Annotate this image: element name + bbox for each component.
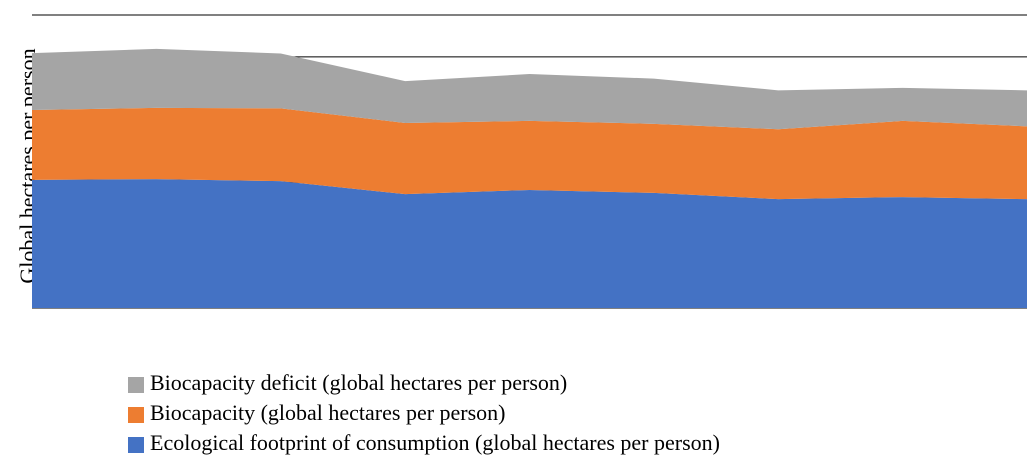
area (32, 48, 1027, 130)
legend-swatch (128, 407, 144, 423)
legend-swatch (128, 437, 144, 453)
legend-label: Biocapacity (global hectares per person) (150, 400, 506, 425)
area (32, 179, 1027, 308)
area (32, 107, 1027, 200)
legend-swatch (128, 377, 144, 393)
legend-label: Ecological footprint of consumption (glo… (150, 430, 720, 455)
legend-label: Biocapacity deficit (global hectares per… (150, 370, 567, 395)
